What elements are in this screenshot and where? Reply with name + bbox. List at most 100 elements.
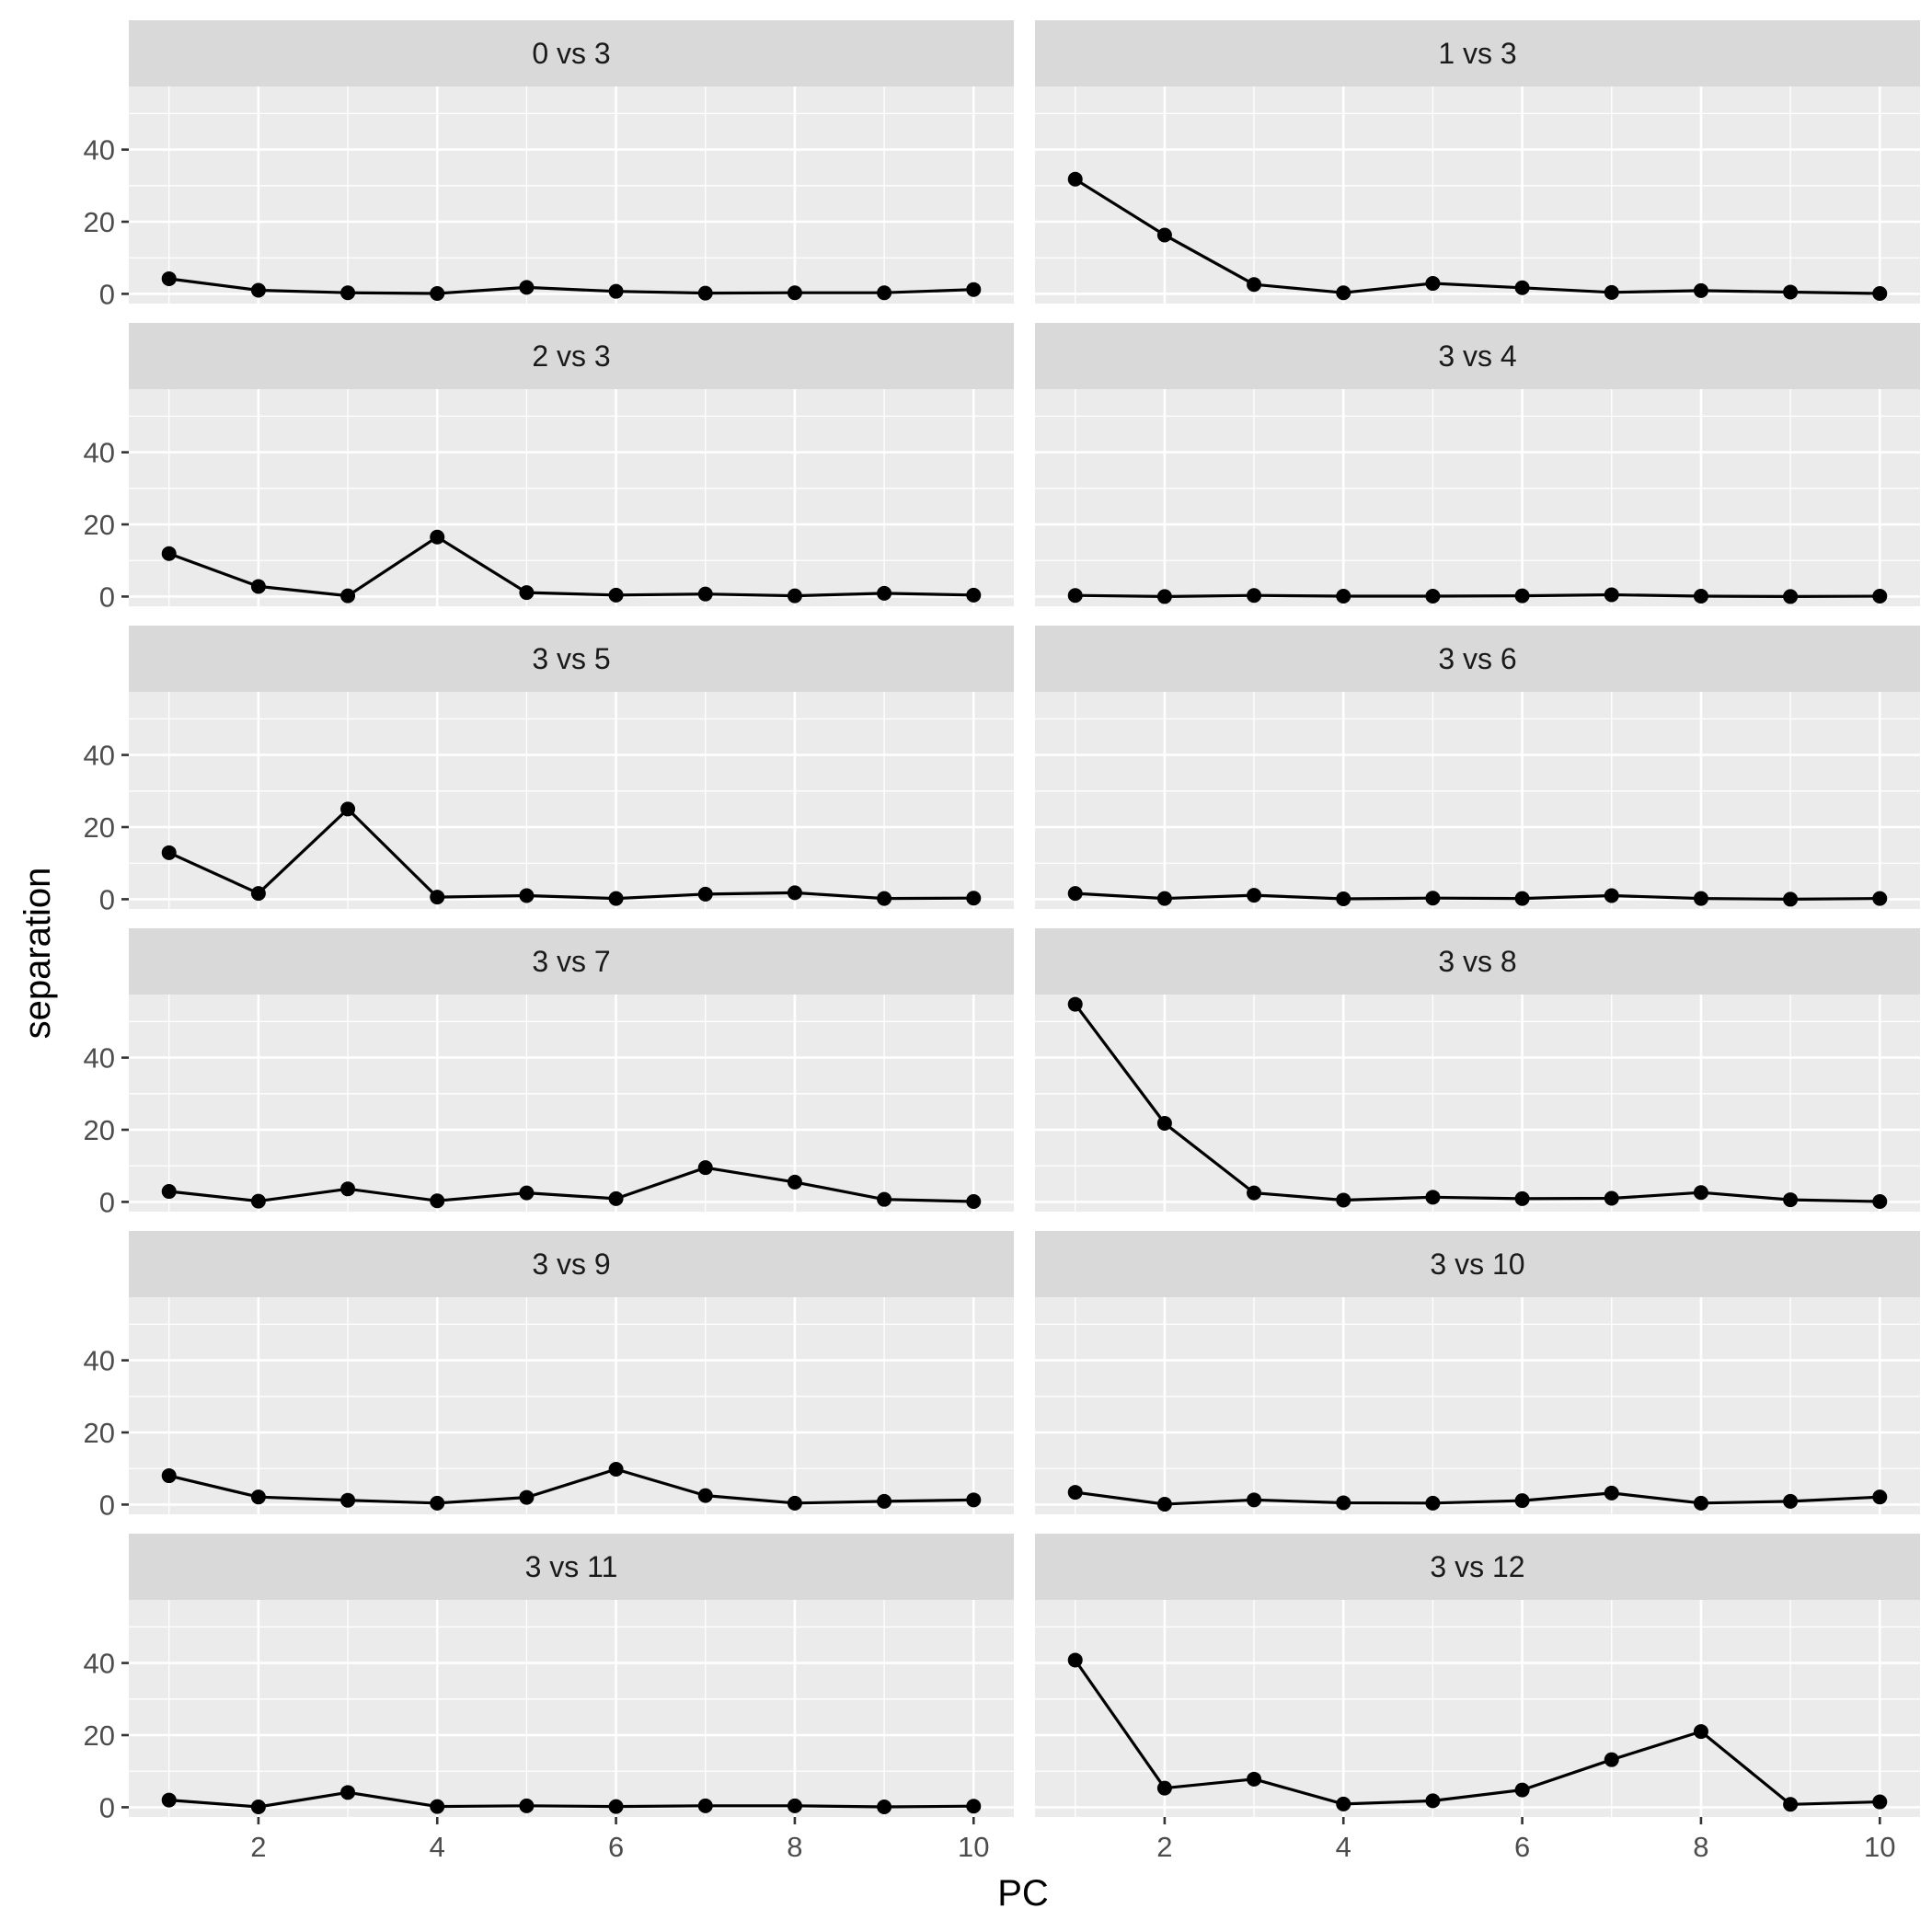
- data-point: [250, 1489, 266, 1505]
- data-point: [608, 1799, 624, 1814]
- series-line: [1075, 891, 1880, 902]
- data-point: [1693, 1495, 1708, 1511]
- data-point: [787, 1174, 802, 1190]
- data-point: [519, 1489, 535, 1505]
- data-point: [340, 1785, 356, 1800]
- y-tick-label: 40: [84, 1042, 115, 1075]
- facet-title: 1 vs 3: [1438, 37, 1516, 70]
- data-point: [966, 587, 982, 603]
- data-point: [1514, 891, 1530, 906]
- data-point: [161, 845, 177, 860]
- facet-strip: [1035, 626, 1920, 692]
- data-point: [1425, 1793, 1441, 1809]
- series-line: [1075, 592, 1880, 599]
- x-axis-title: PC: [997, 1873, 1049, 1914]
- data-point: [519, 1185, 535, 1201]
- data-point: [1425, 589, 1441, 604]
- data-point: [1425, 891, 1441, 906]
- facet-title: 3 vs 4: [1438, 339, 1516, 373]
- data-point: [1067, 588, 1083, 604]
- series-line: [168, 277, 974, 295]
- x-tick-label: 8: [1693, 1831, 1708, 1863]
- facet-panel-3: 2 vs 3 0 20 40: [84, 323, 1014, 613]
- data-point: [430, 529, 445, 545]
- data-point: [519, 280, 535, 295]
- data-point: [608, 1190, 624, 1206]
- data-point: [250, 1193, 266, 1209]
- facet-panel-9: 3 vs 9 0 20 40: [84, 1231, 1014, 1521]
- facet-title: 3 vs 9: [532, 1248, 610, 1281]
- data-point: [1247, 588, 1262, 604]
- data-point: [787, 285, 802, 301]
- panel-background: [1035, 389, 1920, 606]
- series-line: [1074, 1659, 1880, 1806]
- facet-panel-1: 0 vs 3 0 20 40: [84, 20, 1014, 310]
- data-point: [1514, 1190, 1530, 1206]
- data-point: [1783, 891, 1799, 907]
- facet-strip: [1035, 20, 1920, 86]
- panel-background: [129, 86, 1014, 304]
- data-point: [1604, 1752, 1619, 1767]
- data-point: [697, 1160, 713, 1176]
- data-point: [1336, 589, 1351, 604]
- data-point: [1247, 1492, 1262, 1508]
- data-point: [161, 1184, 177, 1200]
- data-point: [697, 1488, 713, 1503]
- facet-title: 3 vs 11: [525, 1550, 618, 1583]
- series-line: [168, 1790, 974, 1809]
- data-point: [697, 285, 713, 301]
- data-point: [1604, 587, 1619, 603]
- data-point: [1783, 589, 1799, 604]
- facet-strip: [129, 20, 1014, 86]
- panel-background: [1035, 692, 1920, 909]
- data-point: [787, 885, 802, 901]
- data-point: [966, 1492, 982, 1508]
- data-point: [250, 886, 266, 902]
- data-point: [1067, 886, 1083, 902]
- data-point: [966, 891, 982, 906]
- x-tick-label: 2: [1156, 1831, 1172, 1863]
- data-point: [877, 285, 892, 301]
- data-point: [1783, 1192, 1799, 1208]
- y-tick-label: 40: [84, 1648, 115, 1680]
- data-point: [161, 546, 177, 561]
- data-point: [1336, 285, 1351, 301]
- data-point: [1247, 888, 1262, 903]
- data-point: [1783, 1797, 1799, 1812]
- data-point: [1067, 996, 1083, 1012]
- data-point: [1872, 286, 1888, 302]
- data-point: [340, 285, 356, 301]
- data-point: [787, 1798, 802, 1813]
- data-point: [966, 282, 982, 297]
- y-tick-label: 20: [84, 206, 115, 238]
- data-point: [1067, 171, 1083, 187]
- data-point: [1156, 1497, 1172, 1512]
- data-point: [1514, 280, 1530, 295]
- panel-background: [129, 389, 1014, 606]
- x-tick-label: 4: [1336, 1831, 1351, 1863]
- x-tick-label: 10: [1864, 1831, 1895, 1863]
- series-line: [168, 1166, 974, 1203]
- data-point: [877, 1493, 892, 1509]
- x-tick-label: 10: [958, 1831, 989, 1863]
- x-tick-label: 4: [430, 1831, 445, 1863]
- y-tick-label: 0: [99, 581, 115, 613]
- data-point: [1604, 888, 1619, 903]
- facet-title: 2 vs 3: [532, 339, 610, 373]
- panel-background: [1035, 1600, 1920, 1817]
- panel-background: [129, 1600, 1014, 1817]
- data-point: [697, 886, 713, 902]
- data-point: [340, 1181, 356, 1197]
- facet-panel-11: 3 vs 11 0 20 40 2 4 6 8 10: [84, 1534, 1014, 1863]
- data-point: [1425, 1495, 1441, 1511]
- data-point: [161, 1792, 177, 1808]
- facet-title: 3 vs 5: [532, 642, 610, 675]
- data-point: [1336, 1796, 1351, 1811]
- facet-strip: [129, 928, 1014, 995]
- data-point: [1425, 276, 1441, 292]
- panel-background: [129, 995, 1014, 1212]
- facet-strip: [1035, 323, 1920, 389]
- x-tick-label: 6: [608, 1831, 624, 1863]
- data-point: [1783, 284, 1799, 300]
- x-tick-label: 6: [1514, 1831, 1530, 1863]
